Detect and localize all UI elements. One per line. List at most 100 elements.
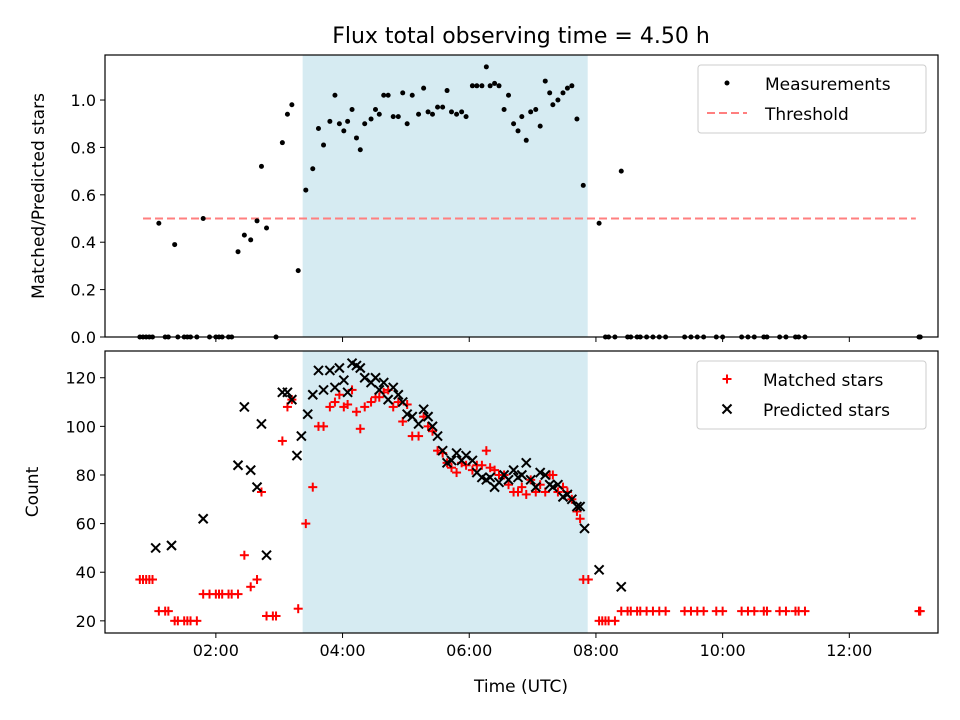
predicted-star-point bbox=[324, 365, 336, 376]
predicted-star-point bbox=[286, 394, 298, 405]
measurement-point bbox=[533, 107, 539, 113]
matched-star-point bbox=[325, 402, 335, 412]
predicted-star-point bbox=[232, 460, 244, 471]
y-tick-label: 0.2 bbox=[71, 281, 96, 300]
measurement-point bbox=[444, 88, 450, 94]
predicted-star-point bbox=[566, 494, 578, 505]
measurement-point bbox=[315, 125, 321, 131]
measurement-point bbox=[303, 187, 309, 193]
predicted-star-point bbox=[547, 481, 559, 493]
measurement-point bbox=[454, 111, 460, 117]
measurement-point bbox=[469, 83, 475, 89]
predicted-star-point bbox=[484, 472, 496, 483]
predicted-star-point bbox=[508, 464, 519, 476]
predicted-star-point bbox=[397, 396, 408, 408]
measurement-point bbox=[385, 92, 391, 98]
ratio-panel-legend: Measurements Threshold bbox=[697, 64, 927, 134]
measurement-point bbox=[618, 168, 624, 174]
matched-star-point bbox=[762, 606, 772, 616]
count-legend-box bbox=[696, 360, 927, 430]
matched-star-point bbox=[366, 397, 376, 407]
measurement-point bbox=[523, 137, 529, 143]
predicted-star-point bbox=[374, 384, 385, 396]
predicted-star-point bbox=[329, 382, 341, 393]
predicted-star-point bbox=[552, 479, 564, 490]
predicted-star-point bbox=[382, 394, 394, 405]
legend-threshold-label: Threshold bbox=[764, 105, 849, 125]
predicted-star-point bbox=[302, 408, 313, 420]
matched-star-point bbox=[427, 426, 437, 436]
matched-star-point bbox=[548, 470, 558, 480]
measurement-point bbox=[492, 80, 498, 86]
legend-x-glyph bbox=[721, 403, 733, 415]
measurement-point bbox=[459, 109, 465, 115]
matched-star-point bbox=[699, 606, 709, 616]
predicted-star-point bbox=[261, 549, 272, 561]
predicted-star-point bbox=[388, 382, 399, 393]
legend-plus-glyph bbox=[722, 374, 732, 384]
x-tick-label: 06:00 bbox=[446, 641, 492, 660]
y-tick-label: 60 bbox=[76, 515, 96, 534]
predicted-star-point bbox=[530, 481, 541, 493]
predicted-star-point bbox=[334, 362, 345, 374]
measurement-point bbox=[404, 121, 410, 127]
x-axis-label: Time (UTC) bbox=[473, 677, 568, 697]
matched-star-point bbox=[461, 460, 471, 470]
measurement-point bbox=[254, 218, 260, 224]
ratio-panel-ylabel: Matched/Predicted stars bbox=[29, 93, 49, 299]
matched-star-point bbox=[513, 487, 523, 497]
predicted-star-point bbox=[282, 387, 293, 398]
predicted-star-point bbox=[401, 408, 413, 420]
measurement-point bbox=[345, 118, 351, 124]
y-tick-label: 20 bbox=[76, 612, 96, 631]
measurement-point bbox=[258, 163, 264, 169]
matched-star-point bbox=[246, 582, 256, 592]
y-tick-label: 0.8 bbox=[71, 138, 96, 157]
predicted-star-point bbox=[540, 469, 551, 481]
matched-star-point bbox=[233, 589, 243, 599]
predicted-star-point bbox=[571, 501, 583, 512]
predicted-star-point bbox=[427, 421, 438, 432]
y-tick-label: 120 bbox=[65, 369, 96, 388]
y-tick-label: 40 bbox=[76, 563, 96, 582]
predicted-star-point bbox=[197, 513, 209, 524]
matched-star-point bbox=[419, 412, 429, 422]
predicted-star-point bbox=[534, 467, 546, 478]
predicted-star-point bbox=[245, 464, 256, 476]
predicted-star-point bbox=[593, 564, 605, 576]
x-tick-label: 02:00 bbox=[193, 641, 239, 660]
measurement-point bbox=[487, 83, 493, 89]
measurement-point bbox=[537, 123, 543, 129]
matched-star-point bbox=[504, 480, 514, 490]
predicted-star-point bbox=[338, 374, 350, 386]
predicted-star-point bbox=[493, 477, 505, 488]
measurement-point bbox=[555, 97, 561, 103]
matched-star-point bbox=[277, 436, 287, 446]
y-tick-label: 0.0 bbox=[71, 328, 96, 347]
measurement-point bbox=[421, 85, 427, 91]
predicted-star-point bbox=[393, 389, 404, 400]
predicted-star-point bbox=[413, 418, 424, 430]
measurement-point bbox=[321, 142, 327, 148]
measurement-point bbox=[463, 114, 469, 120]
measurement-point bbox=[264, 225, 270, 231]
y-tick-label: 80 bbox=[76, 466, 96, 485]
matched-star-point bbox=[148, 575, 158, 585]
predicted-star-point bbox=[239, 401, 250, 413]
measurement-point bbox=[368, 116, 374, 122]
measurement-point bbox=[511, 121, 517, 127]
measurement-point bbox=[200, 216, 206, 222]
matched-star-point bbox=[163, 606, 173, 616]
predicted-star-point bbox=[359, 372, 370, 383]
predicted-star-point bbox=[437, 445, 448, 456]
measurement-point bbox=[574, 116, 580, 122]
matched-star-point bbox=[414, 431, 424, 441]
matched-star-point bbox=[481, 446, 491, 456]
measurement-point bbox=[357, 147, 363, 153]
matched-star-point bbox=[583, 575, 593, 585]
measurement-point bbox=[580, 182, 586, 188]
matched-star-point bbox=[447, 463, 457, 473]
predicted-star-point bbox=[521, 457, 532, 469]
legend-matched-label: Matched stars bbox=[763, 371, 883, 391]
predicted-star-point bbox=[446, 455, 457, 466]
